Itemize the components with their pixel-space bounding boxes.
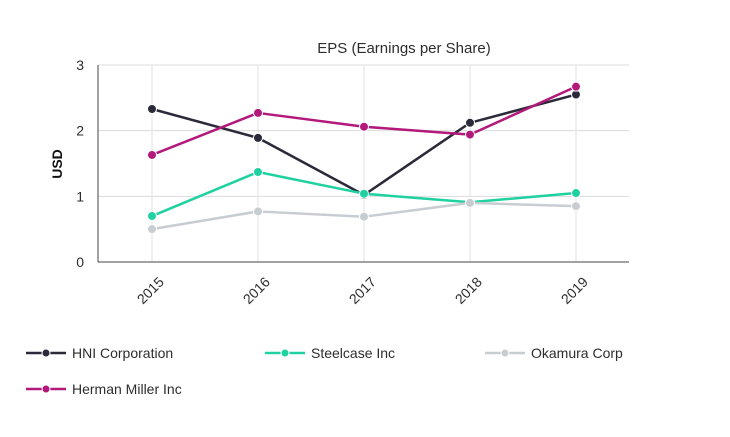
data-point-hni-corporation-2018 xyxy=(465,117,475,128)
legend-item-hni-corporation[interactable]: HNI Corporation xyxy=(26,345,173,361)
grid-layer xyxy=(98,64,629,262)
legend-marker-herman-miller-icon xyxy=(26,384,66,394)
legend-item-okamura[interactable]: Okamura Corp xyxy=(485,345,623,361)
data-point-okamura-corp-2016 xyxy=(253,206,263,217)
legend-marker-okamura-icon xyxy=(485,348,525,358)
legend-marker-hni-icon xyxy=(26,348,66,358)
legend-label-hni: HNI Corporation xyxy=(72,345,174,361)
x-tick-label-2016: 2016 xyxy=(240,274,273,307)
y-tick-label-0: 0 xyxy=(76,254,84,270)
chart-title: EPS (Earnings per Share) xyxy=(317,40,490,57)
series-herman-miller-inc xyxy=(147,81,581,160)
legend-label-okamura: Okamura Corp xyxy=(531,345,623,361)
y-axis-label: USD xyxy=(49,149,65,179)
data-point-herman-miller-inc-2016 xyxy=(253,107,263,118)
data-point-okamura-corp-2015 xyxy=(147,224,157,235)
x-tick-label-2015: 2015 xyxy=(134,274,167,307)
data-point-steelcase-inc-2015 xyxy=(147,211,157,222)
data-point-herman-miller-inc-2019 xyxy=(571,81,581,92)
x-tick-label-2018: 2018 xyxy=(452,274,485,307)
data-point-steelcase-inc-2019 xyxy=(571,188,581,199)
legend-label-steelcase: Steelcase Inc xyxy=(311,345,396,361)
data-point-okamura-corp-2017 xyxy=(359,211,369,222)
x-tick-label-2017: 2017 xyxy=(346,274,379,307)
data-point-okamura-corp-2019 xyxy=(571,201,581,212)
y-tick-label-3: 3 xyxy=(76,57,84,73)
data-point-okamura-corp-2018 xyxy=(465,197,475,208)
y-tick-label-1: 1 xyxy=(76,188,84,204)
data-point-herman-miller-inc-2018 xyxy=(465,129,475,140)
data-point-hni-corporation-2016 xyxy=(253,132,263,143)
y-tick-label-2: 2 xyxy=(76,123,84,139)
data-point-steelcase-inc-2016 xyxy=(253,167,263,178)
data-point-herman-miller-inc-2015 xyxy=(147,149,157,160)
x-tick-label-2019: 2019 xyxy=(558,274,591,307)
series-okamura-corp xyxy=(147,197,581,235)
data-point-steelcase-inc-2017 xyxy=(359,188,369,199)
data-point-herman-miller-inc-2017 xyxy=(359,121,369,132)
data-point-hni-corporation-2015 xyxy=(147,103,157,114)
axis-layer: 0 1 2 3 2015 2016 2017 2018 2019 xyxy=(76,57,629,307)
legend-marker-steelcase-icon xyxy=(265,348,305,358)
series-layer xyxy=(147,81,581,235)
legend-label-herman-miller: Herman Miller Inc xyxy=(72,381,182,397)
legend-item-steelcase[interactable]: Steelcase Inc xyxy=(265,345,395,361)
legend-item-herman-miller[interactable]: Herman Miller Inc xyxy=(26,381,182,397)
